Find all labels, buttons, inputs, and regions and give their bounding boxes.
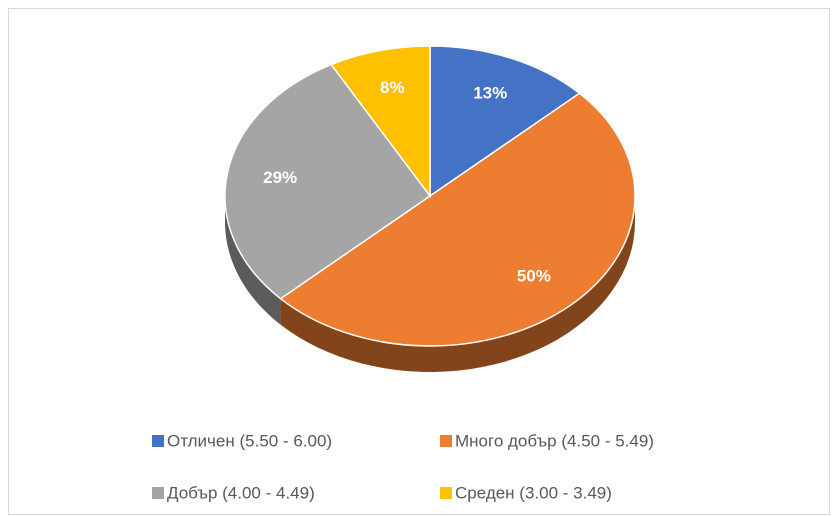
legend-swatch <box>440 487 452 499</box>
slice-side <box>225 196 281 325</box>
data-label: 29% <box>263 168 297 187</box>
legend-label: Отличен (5.50 - 6.00) <box>167 431 332 450</box>
legend-swatch <box>152 487 164 499</box>
data-label: 8% <box>380 78 405 97</box>
legend-swatch <box>440 435 452 447</box>
legend-label: Среден (3.00 - 3.49) <box>455 483 612 502</box>
data-label: 13% <box>473 84 507 103</box>
slice <box>330 45 431 199</box>
legend-label: Много добър (4.50 - 5.49) <box>455 431 654 450</box>
data-label: 50% <box>517 266 551 285</box>
legend-label: Добър (4.00 - 4.49) <box>167 483 315 502</box>
slice-side <box>280 196 635 372</box>
slice <box>224 63 432 300</box>
slice <box>279 92 636 347</box>
slice <box>429 45 581 198</box>
legend-swatch <box>152 435 164 447</box>
